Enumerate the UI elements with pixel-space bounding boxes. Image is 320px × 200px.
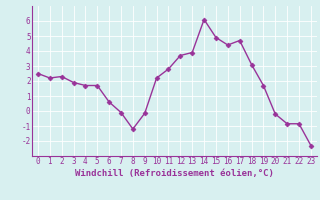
- X-axis label: Windchill (Refroidissement éolien,°C): Windchill (Refroidissement éolien,°C): [75, 169, 274, 178]
